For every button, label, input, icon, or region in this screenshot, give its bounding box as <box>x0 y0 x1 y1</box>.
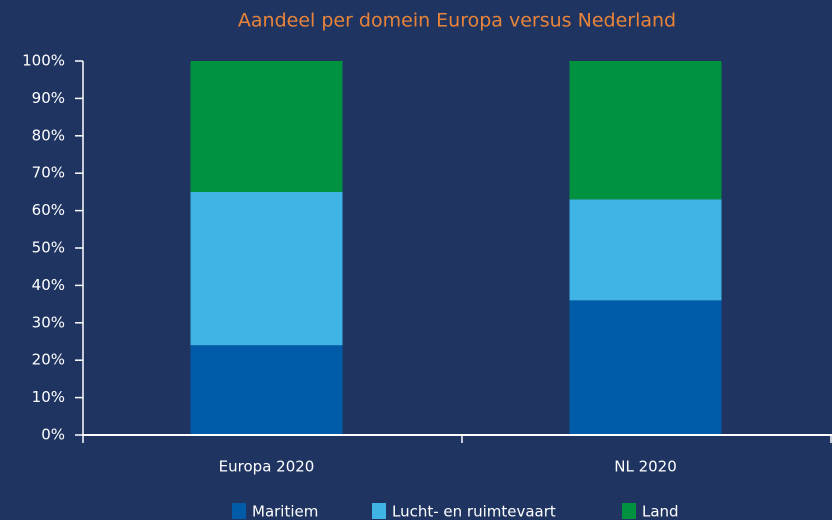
y-tick-label: 60% <box>32 201 65 219</box>
legend-label: Maritiem <box>252 503 318 520</box>
y-tick-label: 50% <box>32 239 65 257</box>
x-tick-label: NL 2020 <box>614 458 677 476</box>
y-tick-label: 0% <box>41 426 65 444</box>
legend-swatch <box>622 503 636 519</box>
y-tick-label: 100% <box>22 52 65 70</box>
legend-swatch <box>232 503 246 519</box>
y-tick-label: 70% <box>32 164 65 182</box>
x-tick-label: Europa 2020 <box>219 458 315 476</box>
legend-label: Lucht- en ruimtevaart <box>392 503 556 520</box>
bar-segment <box>569 300 722 435</box>
bar-segment <box>569 61 722 200</box>
y-tick-label: 10% <box>32 388 65 406</box>
y-tick-label: 90% <box>32 89 65 107</box>
bar-segment <box>190 191 343 346</box>
y-tick-label: 20% <box>32 351 65 369</box>
bar-segment <box>190 345 343 435</box>
chart-title: Aandeel per domein Europa versus Nederla… <box>238 10 676 32</box>
y-tick-label: 30% <box>32 313 65 331</box>
legend-swatch <box>372 503 386 519</box>
y-tick-label: 80% <box>32 126 65 144</box>
y-tick-label: 40% <box>32 276 65 294</box>
bar-segment <box>569 199 722 301</box>
bar-segment <box>190 61 343 192</box>
legend-label: Land <box>642 503 679 520</box>
